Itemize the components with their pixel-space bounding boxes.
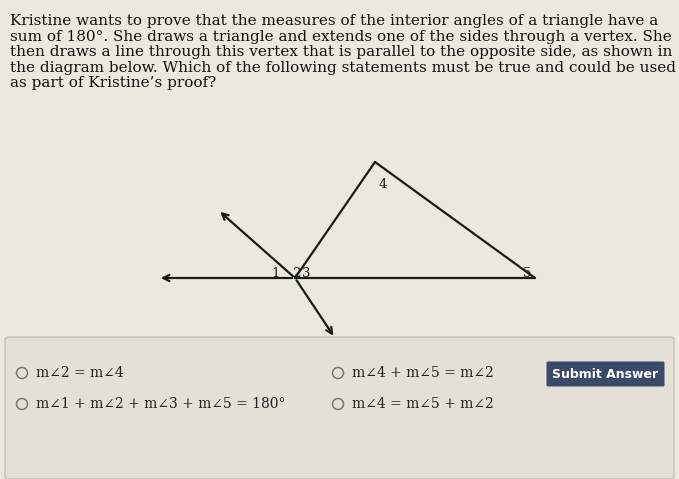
Text: sum of 180°. She draws a triangle and extends one of the sides through a vertex.: sum of 180°. She draws a triangle and ex… bbox=[10, 30, 672, 44]
Text: Kristine wants to prove that the measures of the interior angles of a triangle h: Kristine wants to prove that the measure… bbox=[10, 14, 658, 28]
Text: then draws a line through this vertex that is parallel to the opposite side, as : then draws a line through this vertex th… bbox=[10, 45, 672, 59]
Text: 3: 3 bbox=[302, 267, 310, 280]
Text: m∠4 = m∠5 + m∠2: m∠4 = m∠5 + m∠2 bbox=[352, 397, 494, 411]
FancyBboxPatch shape bbox=[547, 362, 665, 387]
Text: m∠1 + m∠2 + m∠3 + m∠5 = 180°: m∠1 + m∠2 + m∠3 + m∠5 = 180° bbox=[36, 397, 285, 411]
Text: m∠2 = m∠4: m∠2 = m∠4 bbox=[36, 366, 124, 380]
Text: 5: 5 bbox=[523, 267, 531, 280]
Text: 4: 4 bbox=[379, 178, 388, 191]
FancyBboxPatch shape bbox=[5, 337, 674, 479]
Text: the diagram below. Which of the following statements must be true and could be u: the diagram below. Which of the followin… bbox=[10, 60, 676, 75]
Text: Submit Answer: Submit Answer bbox=[553, 367, 659, 380]
Text: as part of Kristine’s proof?: as part of Kristine’s proof? bbox=[10, 76, 216, 90]
Text: m∠4 + m∠5 = m∠2: m∠4 + m∠5 = m∠2 bbox=[352, 366, 494, 380]
Text: 1: 1 bbox=[272, 267, 280, 280]
Text: 2: 2 bbox=[292, 267, 300, 280]
